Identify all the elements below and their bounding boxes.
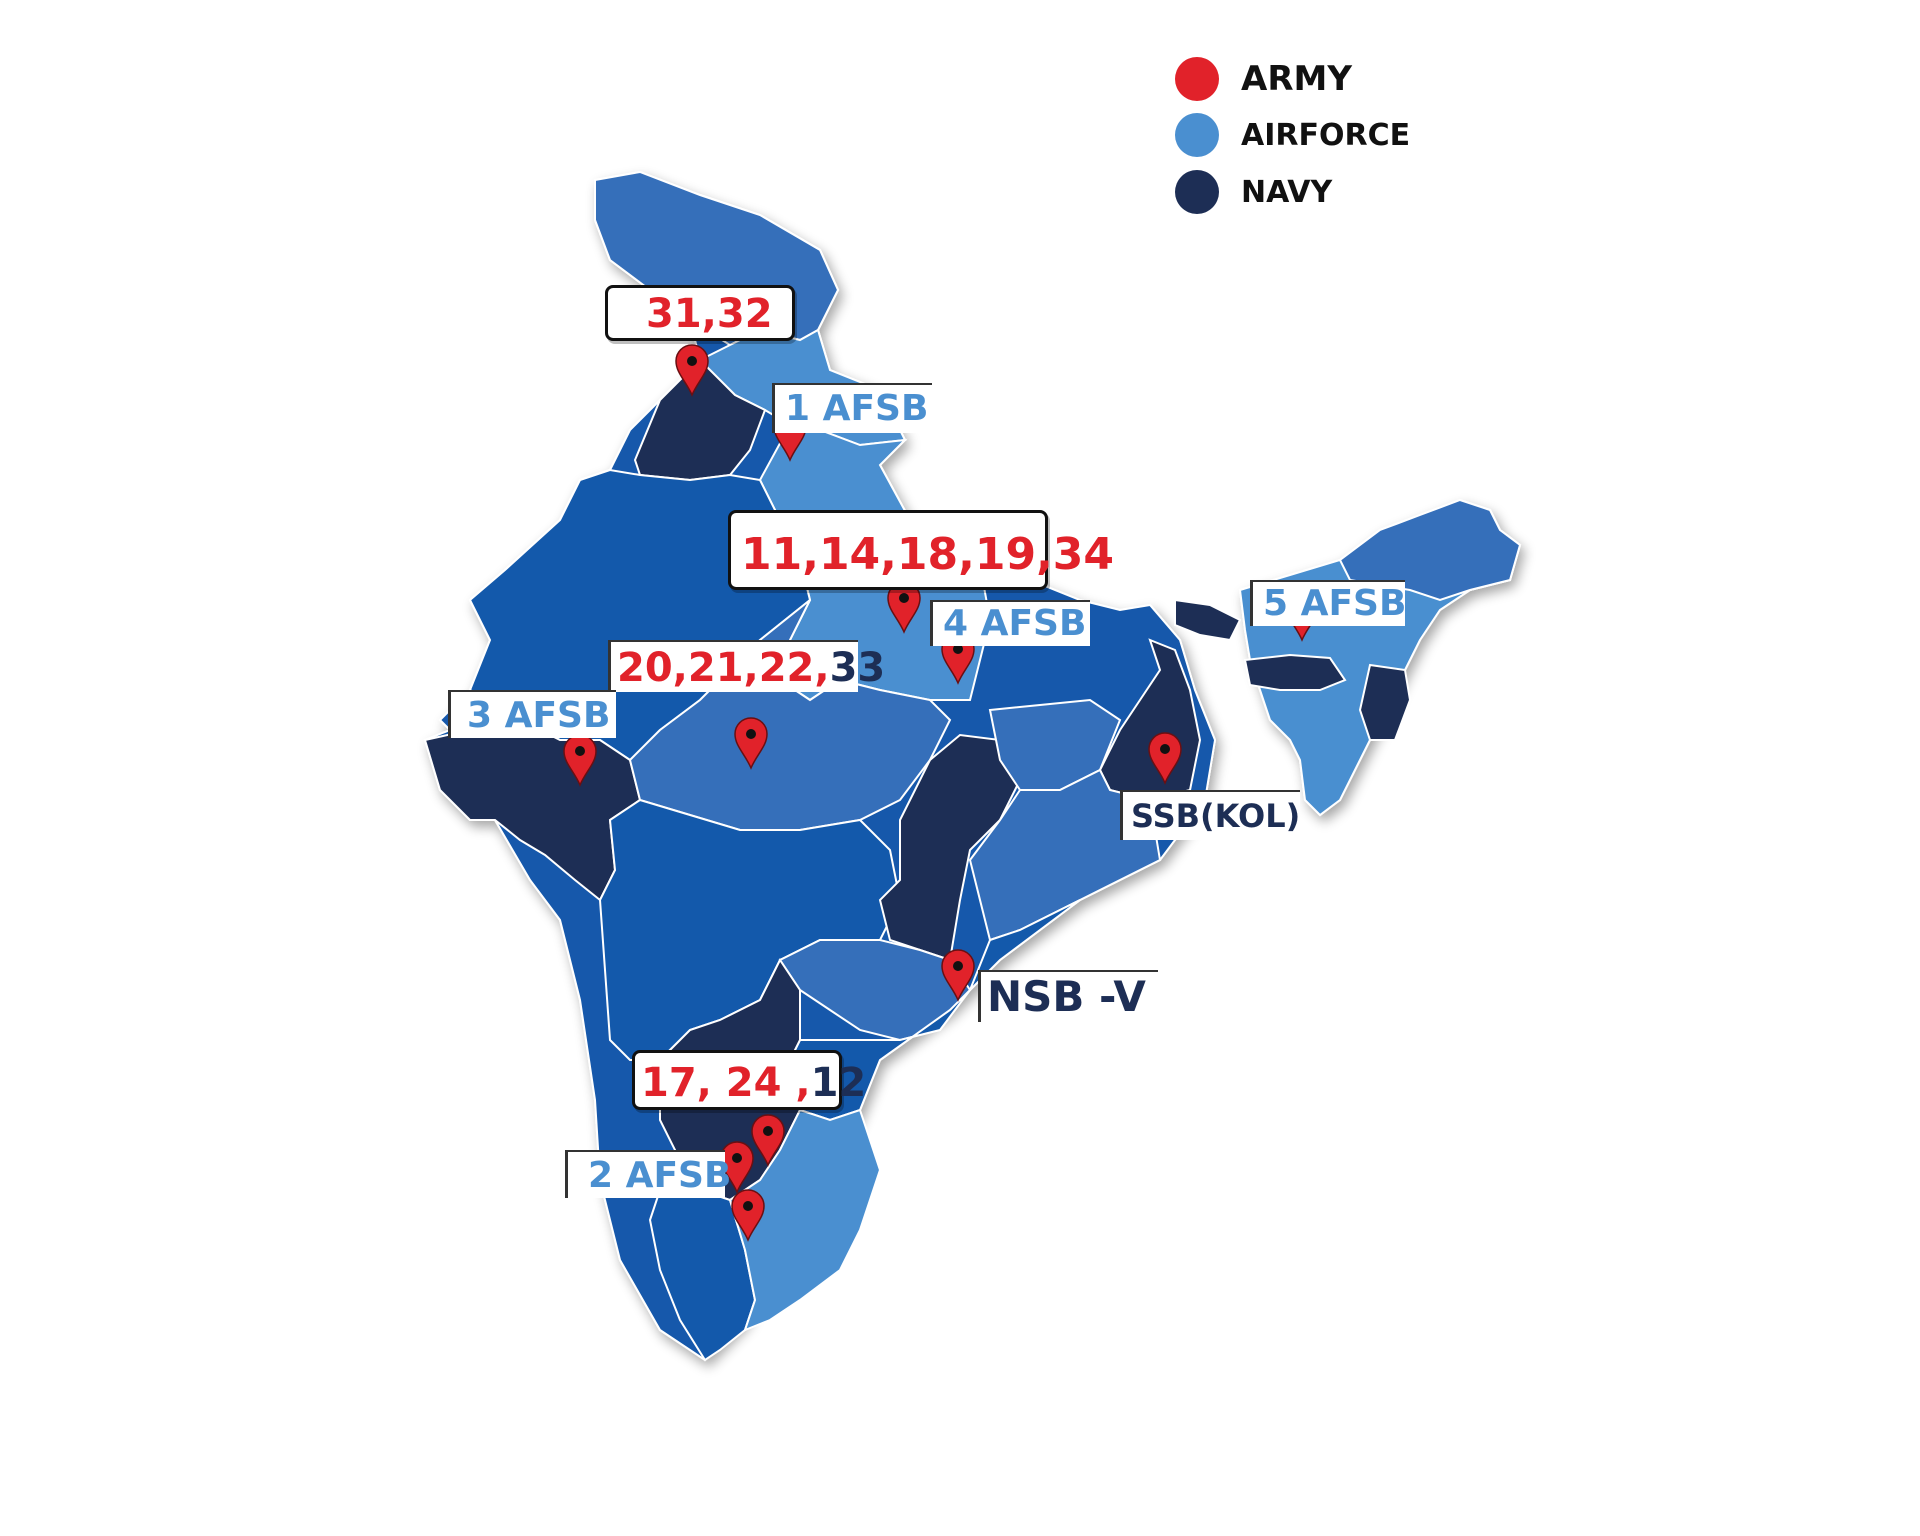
region-punjab — [633, 358, 767, 482]
callout-31-32: 31,32 — [605, 285, 795, 341]
callout-ssb-kol: SSB(KOL) — [1120, 790, 1300, 840]
callout-17-12: 17, 24 ,12 — [632, 1050, 866, 1110]
pin-nsb-v-icon — [941, 949, 975, 1002]
region-sikkim — [1174, 598, 1242, 642]
pin-south-icon — [731, 1189, 765, 1242]
callout-5-afsb-text: 5 AFSB — [1263, 583, 1407, 624]
callout-4-afsb: 4 AFSB — [930, 600, 1090, 646]
legend-army-dot — [1175, 57, 1219, 101]
callout-2-afsb-text: 2 AFSB — [588, 1155, 732, 1196]
callout-20-33: 20,21,22,33 — [608, 640, 885, 692]
callout-11-34-text: 11,14,18,19,34 — [741, 529, 1115, 580]
callout-1-afsb: 1 AFSB — [772, 383, 932, 433]
callout-nsb-v: NSB -V — [978, 970, 1158, 1022]
callout-ssb-kol-text: SSB(KOL) — [1131, 797, 1301, 835]
legend-airforce-dot — [1175, 113, 1219, 157]
pin-31-32-icon — [675, 344, 709, 397]
callout-3-afsb-text: 3 AFSB — [467, 695, 611, 736]
callout-nsb-v-text: NSB -V — [987, 972, 1146, 1021]
callout-1-afsb-text: 1 AFSB — [785, 388, 929, 429]
callout-20-33-army-text: 20,21,22, — [617, 645, 830, 691]
callout-17-12-navy-text: 12 — [810, 1060, 867, 1106]
region-manipur — [1358, 663, 1412, 741]
legend-navy-label: NAVY — [1241, 174, 1333, 210]
pin-17-12-icon — [751, 1114, 785, 1167]
callout-11-34: 11,14,18,19,34 — [728, 510, 1114, 590]
callout-31-32-text: 31,32 — [646, 291, 773, 337]
legend-navy: NAVY — [1175, 170, 1332, 214]
callout-20-33-navy-text: 33 — [829, 645, 886, 691]
pin-ssb-kol-icon — [1148, 732, 1182, 785]
callout-5-afsb: 5 AFSB — [1250, 580, 1407, 626]
legend-navy-dot — [1175, 170, 1219, 214]
region-meghalaya — [1243, 653, 1347, 691]
callout-17-12-army-text: 17, 24 , — [641, 1060, 811, 1106]
legend-airforce-label: AIRFORCE — [1241, 117, 1411, 153]
region-tamilnadu — [728, 1108, 882, 1332]
pin-20-33-icon — [734, 717, 768, 770]
legend-army: ARMY — [1175, 57, 1352, 101]
callout-4-afsb-text: 4 AFSB — [943, 603, 1087, 644]
legend-army-label: ARMY — [1241, 59, 1352, 99]
callout-3-afsb: 3 AFSB — [448, 690, 616, 738]
legend-airforce: AIRFORCE — [1175, 113, 1410, 157]
callout-2-afsb: 2 AFSB — [565, 1150, 731, 1198]
